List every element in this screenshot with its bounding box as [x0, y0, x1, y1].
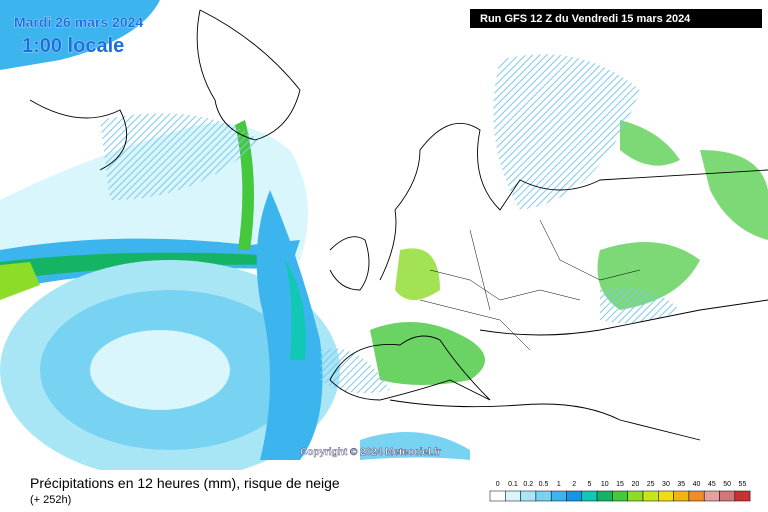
legend-label: 1: [557, 481, 561, 488]
legend-swatch: [550, 490, 567, 502]
borders: [419, 219, 641, 351]
legend-label: 0.2: [523, 481, 533, 488]
date-label: Mardi 26 mars 2024: [14, 14, 143, 30]
coastlines: [29, 9, 768, 441]
legend-label: 30: [662, 481, 670, 488]
legend-label: 35: [677, 481, 685, 488]
legend-swatch: [673, 490, 690, 502]
legend-swatch: [520, 490, 537, 502]
legend-label: 45: [708, 481, 716, 488]
run-label: Run GFS 12 Z du Vendredi 15 mars 2024: [480, 13, 691, 25]
footer-lead: (+ 252h): [30, 494, 71, 506]
legend-swatch: [627, 490, 644, 502]
run-banner: [470, 9, 762, 28]
legend-swatch: [703, 490, 720, 502]
legend-label: 10: [601, 481, 609, 488]
legend-label: 55: [739, 481, 747, 488]
legend-label: 5: [587, 481, 591, 488]
legend-label: 0.1: [508, 481, 518, 488]
legend-swatch: [505, 490, 521, 502]
legend-swatch: [581, 490, 598, 502]
legend-swatch: [612, 490, 628, 502]
legend-swatch: [489, 490, 506, 502]
precipitation: [0, 0, 768, 480]
footer-title: Précipitations en 12 heures (mm), risque…: [30, 475, 340, 491]
legend-label: 25: [647, 481, 655, 488]
legend-swatch: [734, 490, 751, 502]
legend-label: 40: [693, 481, 701, 488]
legend-swatch: [642, 490, 659, 502]
legend-label: 0: [496, 481, 500, 488]
legend-swatch: [719, 490, 736, 502]
legend-swatch: [658, 490, 674, 502]
legend-swatch: [596, 490, 613, 502]
legend-swatch: [535, 490, 552, 502]
legend-swatch: [688, 490, 705, 502]
legend-swatch: [566, 490, 583, 502]
legend-label: 2: [572, 481, 576, 488]
legend-label: 20: [631, 481, 639, 488]
legend-label: 50: [723, 481, 731, 488]
legend-label: 15: [616, 481, 624, 488]
time-label: 1:00 locale: [22, 35, 124, 57]
legend: 0 0.1 0.2 0.5 1 2 5 10 15 20 25 30 35 40 45 50 55: [489, 481, 751, 502]
copyright: Copyright © 2024 Meteociel.fr: [300, 447, 441, 458]
legend-label: 0.5: [539, 481, 549, 488]
